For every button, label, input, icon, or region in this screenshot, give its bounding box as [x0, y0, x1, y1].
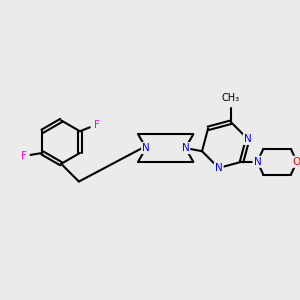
Text: O: O [293, 157, 300, 167]
Text: N: N [142, 143, 150, 153]
Text: N: N [244, 134, 252, 144]
Text: F: F [94, 120, 100, 130]
Text: N: N [254, 157, 261, 167]
Text: CH₃: CH₃ [222, 94, 240, 103]
Text: F: F [21, 151, 27, 161]
Text: N: N [182, 143, 189, 153]
Text: N: N [215, 163, 223, 173]
